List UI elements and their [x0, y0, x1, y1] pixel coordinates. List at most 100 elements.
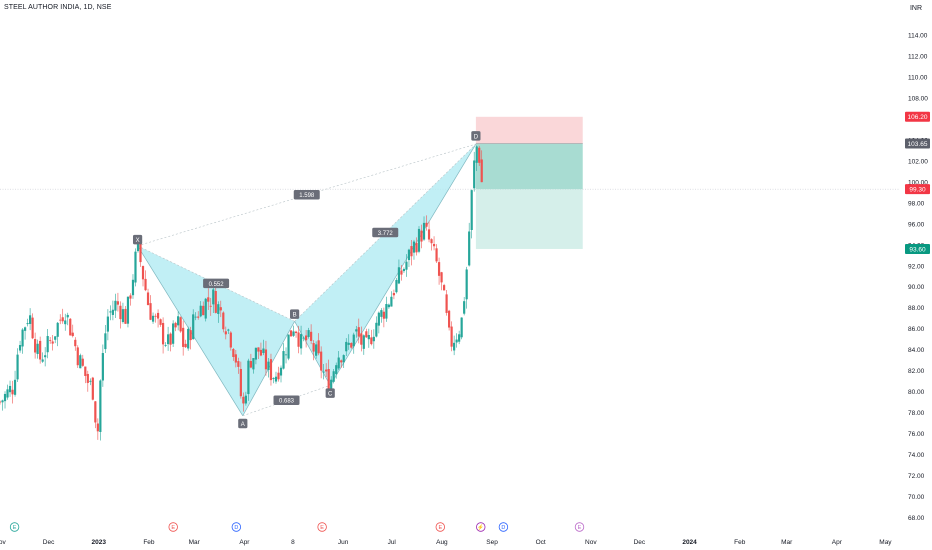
- event-marker[interactable]: [231, 522, 242, 532]
- candle-body: [212, 289, 215, 305]
- candle-body: [264, 349, 268, 370]
- symbol-title[interactable]: STEEL AUTHOR INDIA, 1D, NSE: [4, 4, 112, 11]
- candle-body: [395, 279, 398, 293]
- candle-body: [86, 373, 89, 383]
- price-tick-label: 100.00: [908, 179, 928, 186]
- time-axis[interactable]: Nov Dec 2023 Feb Mar Apr 8 Jun Jul Aug Sep Oct Nov De…: [0, 539, 892, 546]
- candle-body: [400, 270, 403, 275]
- candle-body: [317, 340, 320, 354]
- candle-body: [249, 361, 252, 368]
- candle-body: [8, 385, 12, 393]
- candle-body: [242, 396, 245, 404]
- candle-body: [71, 332, 74, 337]
- candle-body: [11, 389, 14, 395]
- candle-body: [239, 368, 242, 397]
- candle-body: [480, 159, 483, 183]
- time-tick-label: Feb: [143, 539, 155, 546]
- candle-body: [307, 330, 310, 337]
- ratio-label-bg: [372, 227, 399, 238]
- price-axis[interactable]: 68.00 70.00 72.00 74.00 76.00 78.00 80.00 82.00…: [905, 32, 930, 522]
- candle-body: [209, 305, 212, 307]
- pattern-triangle-bcd[interactable]: [294, 144, 476, 386]
- candle-body: [104, 333, 107, 350]
- candle-body: [81, 358, 84, 366]
- candle-body: [116, 301, 120, 305]
- candle-body: [277, 372, 280, 380]
- candle-body: [144, 278, 147, 291]
- candle-body: [41, 359, 44, 362]
- candle-body: [74, 339, 77, 347]
- candle-body: [126, 296, 130, 324]
- time-tick-label: Aug: [436, 539, 448, 546]
- candle-body: [131, 279, 135, 296]
- candle-body: [124, 308, 127, 324]
- candle-body: [432, 244, 436, 247]
- price-tick-label: 84.00: [908, 347, 925, 354]
- event-marker[interactable]: [476, 522, 486, 532]
- price-tick-label: 90.00: [908, 284, 925, 291]
- candle-body: [287, 334, 290, 359]
- candle-body: [151, 315, 155, 322]
- event-marker[interactable]: [574, 522, 585, 532]
- event-marker-label: ⚡: [477, 524, 484, 531]
- event-marker-label: E: [578, 525, 582, 531]
- event-marker[interactable]: [168, 522, 178, 532]
- candle-body: [91, 377, 94, 400]
- pattern-leg: [294, 321, 331, 386]
- price-tick-label: 86.00: [908, 326, 925, 333]
- candle-body: [345, 341, 348, 352]
- candle-body: [252, 358, 255, 370]
- event-marker[interactable]: [498, 522, 509, 532]
- ratio-label: 1.598: [299, 193, 315, 199]
- candle-body: [76, 347, 79, 366]
- ratio-label: 0.552: [209, 282, 225, 288]
- event-marker-label: E: [13, 525, 17, 531]
- event-marker[interactable]: [435, 522, 445, 532]
- candle-body: [312, 343, 315, 352]
- candle-body: [234, 354, 237, 363]
- pattern-point-b-bg: [290, 309, 300, 319]
- candle-body: [330, 379, 333, 394]
- candle-body: [460, 317, 463, 338]
- target-zone[interactable]: [475, 189, 583, 249]
- pattern-point-c-bg: [325, 388, 335, 398]
- price-tick-label: 92.00: [908, 263, 925, 270]
- candle-body: [410, 246, 413, 257]
- candle-body: [49, 340, 52, 341]
- event-marker-label: E: [171, 525, 175, 531]
- candle-body: [259, 349, 263, 356]
- candle-body: [61, 317, 64, 322]
- price-tick-label: 88.00: [908, 305, 925, 312]
- candle-body: [357, 327, 360, 337]
- currency-label: INR: [909, 5, 922, 12]
- candle-body: [299, 334, 303, 349]
- candle-body: [192, 314, 195, 340]
- candle-body: [397, 267, 401, 284]
- candle-body: [136, 238, 140, 252]
- price-tick-label: 110.00: [908, 74, 928, 81]
- candle-body: [51, 341, 54, 344]
- candle-body: [279, 367, 283, 376]
- candle-body: [352, 334, 355, 347]
- candle-body: [337, 357, 340, 369]
- event-marker[interactable]: [317, 522, 327, 532]
- event-markers[interactable]: E E D E E ⚡ D E: [9, 522, 585, 532]
- pattern-triangle-xab[interactable]: [137, 245, 295, 416]
- harmonic-pattern[interactable]: [137, 143, 477, 417]
- candle-body: [315, 344, 318, 356]
- event-marker[interactable]: [9, 522, 20, 532]
- pattern-point-d-bg: [471, 131, 481, 141]
- candle-body: [402, 268, 406, 272]
- position-zones[interactable]: [475, 116, 583, 249]
- stop-loss-zone[interactable]: [475, 116, 583, 144]
- candle-body: [390, 296, 393, 307]
- candle-body: [282, 351, 285, 369]
- candle-body: [437, 262, 441, 276]
- candle-body: [224, 331, 227, 335]
- candle-body: [156, 312, 160, 319]
- candle-body: [39, 340, 42, 360]
- profit-zone-filled[interactable]: [475, 143, 583, 190]
- candle-body: [69, 318, 72, 336]
- candle-body: [422, 222, 426, 240]
